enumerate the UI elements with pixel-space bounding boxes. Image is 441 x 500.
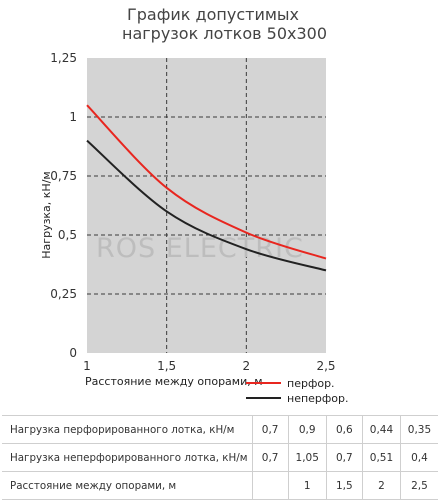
table-cell: 0,44 xyxy=(361,415,401,444)
table-cell: 0,4 xyxy=(399,443,438,472)
table-cell: 0,7 xyxy=(251,443,289,472)
x-axis-label: Расстояние между опорами, м xyxy=(85,375,263,388)
chart-title-line-2: нагрузок лотков 50х300 xyxy=(122,24,327,43)
watermark: ROS ELECTRIC xyxy=(96,233,304,264)
x-tick-label-2: 2 xyxy=(243,359,251,373)
plot-area xyxy=(87,58,326,353)
series-line-1 xyxy=(86,139,327,272)
legend-label-perfor: перфор. xyxy=(287,377,335,390)
table-cell: 1,5 xyxy=(325,471,363,500)
tick-layer: 0 0,25 0,5 0,75 1 1,25 1 1,5 2 2,5 xyxy=(50,51,335,373)
y-tick-label-1: 0,25 xyxy=(50,287,77,301)
table-cell: 0,7 xyxy=(251,415,289,444)
y-tick-label-5: 1,25 xyxy=(50,51,77,65)
table-cell: 1,05 xyxy=(287,443,327,472)
table-row: Нагрузка перфорированного лотка, кН/м 0,7… xyxy=(2,415,438,444)
y-axis-label: Нагрузка, кН/м xyxy=(40,171,53,258)
table-row-label: Нагрузка перфорированного лотка, кН/м xyxy=(2,415,253,444)
table-cell: 1 xyxy=(287,471,327,500)
legend-label-neperfor: неперфор. xyxy=(287,392,349,405)
table-cell: 0,51 xyxy=(361,443,401,472)
series-line-0 xyxy=(86,104,327,260)
x-tick-label-1: 1,5 xyxy=(157,359,176,373)
x-tick-label-0: 1 xyxy=(83,359,91,373)
y-tick-label-0: 0 xyxy=(69,346,77,360)
y-tick-label-2: 0,5 xyxy=(58,228,77,242)
data-table: Нагрузка перфорированного лотка, кН/м 0,7… xyxy=(2,415,438,500)
y-tick-label-3: 0,75 xyxy=(50,169,77,183)
table-cell: 0,35 xyxy=(399,415,438,444)
table-row-label: Нагрузка неперфорированного лотка, кН/м xyxy=(2,443,253,472)
table-cell: 2 xyxy=(361,471,401,500)
table-row: Расстояние между опорами, м 1 1,5 2 2,5 xyxy=(2,471,438,500)
y-tick-label-4: 1 xyxy=(69,110,77,124)
table-cell: 0,7 xyxy=(325,443,363,472)
series-layer xyxy=(86,104,327,272)
x-tick-label-3: 2,5 xyxy=(316,359,335,373)
table-row-label: Расстояние между опорами, м xyxy=(2,471,253,500)
table-cell: 0,9 xyxy=(287,415,327,444)
legend: перфор. неперфор. xyxy=(246,377,349,405)
grid xyxy=(87,58,326,353)
load-chart: График допустимых нагрузок лотков 50х300… xyxy=(40,5,349,405)
chart-title-line-1: График допустимых xyxy=(127,5,299,24)
table-cell: 2,5 xyxy=(399,471,438,500)
table-cell xyxy=(251,471,289,500)
table-row: Нагрузка неперфорированного лотка, кН/м 0… xyxy=(2,443,438,472)
table-cell: 0,6 xyxy=(325,415,363,444)
